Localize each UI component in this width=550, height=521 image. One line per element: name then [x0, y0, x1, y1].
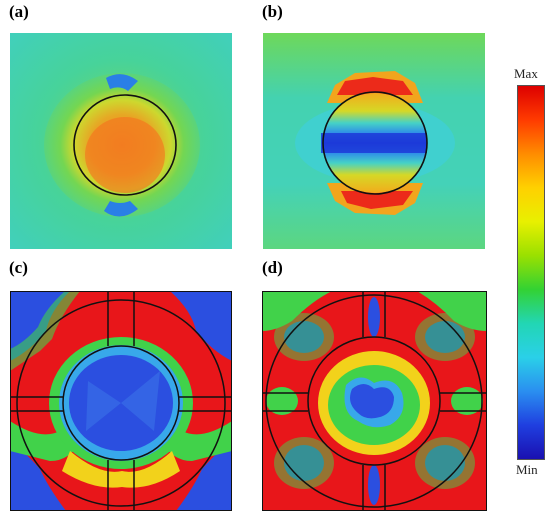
field-blob	[368, 297, 380, 337]
field-blob	[86, 371, 160, 431]
field-blob	[262, 291, 332, 331]
field-blob	[170, 291, 232, 361]
field-blob	[350, 384, 394, 419]
outline-frame	[262, 291, 487, 511]
panel-label-b: (b)	[262, 2, 283, 21]
field-blob	[274, 313, 334, 361]
field-blob	[106, 74, 138, 91]
contour-panel-a	[10, 33, 232, 249]
field-blob	[10, 291, 65, 349]
outline-circle	[322, 91, 428, 195]
field-blob	[451, 387, 483, 415]
field-blob	[266, 387, 298, 415]
field-blob	[104, 201, 138, 217]
panel-label-d: (d)	[262, 258, 283, 277]
field-blob	[274, 437, 334, 489]
outline-circle	[73, 94, 177, 196]
field-blob	[10, 441, 66, 511]
colorbar	[517, 85, 545, 460]
field-blob	[176, 441, 232, 511]
field-blob	[417, 291, 487, 331]
field-blob	[341, 191, 413, 209]
outline-rib	[262, 291, 487, 511]
outline-rib	[10, 291, 232, 511]
field-blob	[62, 451, 180, 488]
outline-frame	[10, 291, 232, 511]
field-blob	[162, 421, 232, 461]
panel-label-c: (c)	[9, 258, 28, 277]
contour-panel-d	[262, 291, 487, 511]
outline-circle	[62, 345, 180, 461]
colorbar-max-label: Max	[514, 66, 538, 81]
field-blob	[415, 437, 475, 489]
panel-label-a: (a)	[9, 2, 29, 21]
field-blob	[321, 133, 427, 153]
field-blob	[10, 421, 80, 461]
contour-panel-c	[10, 291, 232, 511]
outline-circle	[307, 336, 441, 466]
field-blob	[415, 313, 475, 361]
colorbar-min-label: Min	[516, 462, 538, 477]
field-blob	[337, 77, 413, 95]
field-blob	[85, 117, 165, 193]
outline-circle	[265, 294, 483, 508]
contour-panel-b	[263, 33, 485, 249]
outline-circle	[16, 299, 226, 507]
field-blob	[368, 465, 380, 505]
